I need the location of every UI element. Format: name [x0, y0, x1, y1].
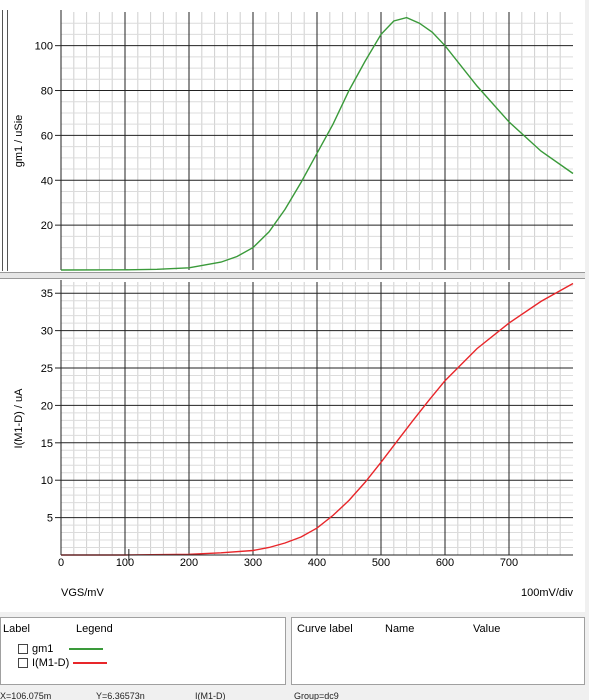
x-tick-label: 100	[116, 557, 134, 569]
curve-info-panel: Curve label Name Value	[291, 617, 585, 685]
legend-checkbox-im1d[interactable]	[18, 658, 28, 668]
status-y: Y=6.36573n	[96, 691, 145, 700]
curve-name-header: Name	[385, 623, 415, 635]
chart-canvas[interactable]: 20 40 60 80 100 gm1 / uSie 5 10 15 20 25 30 35 I(M1-D…	[0, 0, 585, 612]
x-tick-label: 600	[436, 557, 454, 569]
x-tick-label: 0	[58, 557, 64, 569]
status-bar: X=106.075m Y=6.36573n I(M1-D) Group=dc9	[0, 690, 589, 700]
x-tick-label: 400	[308, 557, 326, 569]
legend-label-header: Label	[3, 623, 30, 635]
y-tick-label: 10	[41, 475, 53, 487]
curve-value-header: Value	[473, 623, 501, 635]
legend-item-label: I(M1-D)	[32, 657, 70, 669]
series-line-gm1	[60, 16, 574, 271]
legend-legend-header: Legend	[76, 623, 113, 635]
y-axis-label: gm1 / uSie	[13, 115, 25, 168]
x-axis-label: VGS/mV	[61, 587, 104, 599]
curve-label-header: Curve label	[297, 623, 353, 635]
panel-separator	[0, 272, 585, 279]
x-div-label: 100mV/div	[521, 587, 573, 599]
y-tick-label: 80	[41, 86, 53, 98]
x-tick-label: 700	[500, 557, 518, 569]
y-axis-label: I(M1-D) / uA	[13, 388, 25, 449]
y-tick-label: 40	[41, 175, 53, 187]
legend-item-gm1[interactable]: gm1	[18, 642, 104, 656]
y-tick-label: 5	[47, 513, 53, 525]
legend-panel: Label Legend gm1 I(M1-D)	[0, 617, 286, 685]
legend-item-label: gm1	[32, 643, 54, 655]
y-tick-label: 100	[35, 41, 53, 53]
legend-swatch-gm1	[69, 648, 104, 650]
status-x: X=106.075m	[0, 691, 52, 700]
y-tick-label: 30	[41, 326, 53, 338]
y-tick-label: 35	[41, 288, 53, 300]
x-tick-label: 500	[372, 557, 390, 569]
y-tick-label: 60	[41, 130, 53, 142]
status-trace: I(M1-D)	[195, 691, 226, 700]
series-line-im1d	[61, 282, 574, 556]
legend-swatch-im1d	[73, 662, 108, 664]
status-group: Group=dc9	[294, 691, 339, 700]
y-tick-label: 20	[41, 400, 53, 412]
y-tick-label: 15	[41, 438, 53, 450]
plot-area[interactable]: 20 40 60 80 100 gm1 / uSie 5 10 15 20 25 30 35 I(M1-D…	[0, 0, 585, 612]
y-tick-label: 25	[41, 363, 53, 375]
x-tick-label: 300	[244, 557, 262, 569]
legend-item-im1d[interactable]: I(M1-D)	[18, 656, 108, 670]
y-tick-label: 20	[41, 220, 53, 232]
x-tick-label: 200	[180, 557, 198, 569]
legend-checkbox-gm1[interactable]	[18, 644, 28, 654]
